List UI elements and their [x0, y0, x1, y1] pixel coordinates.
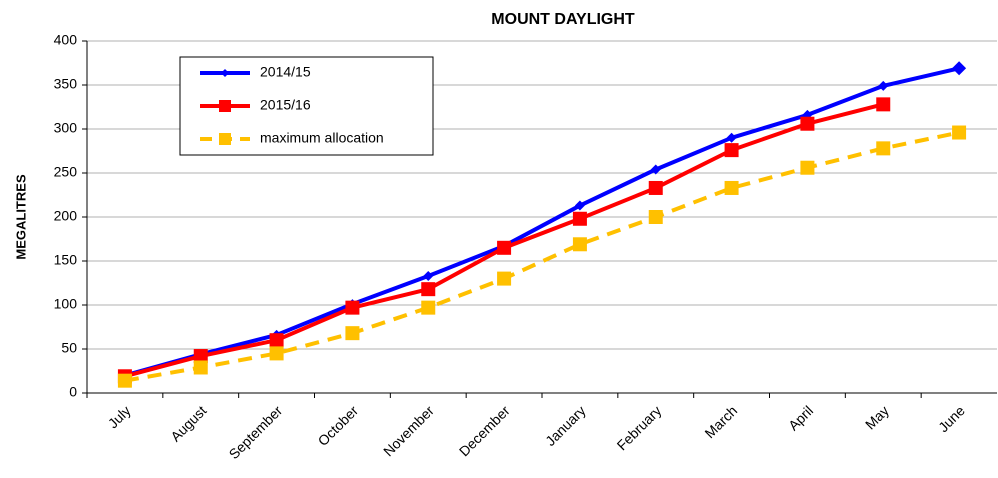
marker — [345, 300, 360, 315]
y-tick-label: 350 — [54, 76, 78, 92]
x-tick-label: November — [380, 402, 437, 459]
y-tick-label: 150 — [54, 252, 78, 268]
x-tick-label: October — [315, 402, 362, 449]
marker — [423, 270, 434, 281]
legend-marker — [219, 100, 231, 112]
marker — [724, 143, 739, 158]
x-tick-label: June — [935, 402, 968, 435]
legend-marker — [219, 133, 231, 145]
marker — [650, 164, 661, 175]
marker — [572, 211, 587, 226]
marker — [421, 300, 436, 315]
marker — [876, 97, 891, 112]
marker — [952, 61, 967, 76]
marker — [574, 200, 585, 211]
x-tick-label: April — [785, 402, 816, 433]
y-tick-label: 200 — [54, 208, 78, 224]
y-tick-label: 100 — [54, 296, 78, 312]
marker — [345, 326, 360, 341]
marker — [724, 180, 739, 195]
y-tick-label: 250 — [54, 164, 78, 180]
marker — [648, 210, 663, 224]
x-tick-label: September — [226, 402, 286, 462]
y-tick-label: 400 — [54, 32, 78, 48]
y-tick-label: 50 — [61, 340, 77, 356]
marker — [497, 240, 512, 255]
marker — [800, 116, 815, 131]
legend-label: 2014/15 — [260, 64, 311, 80]
marker — [800, 160, 815, 175]
x-tick-label: January — [542, 402, 589, 449]
marker — [648, 180, 663, 195]
chart-title: MOUNT DAYLIGHT — [491, 11, 635, 28]
legend-label: 2015/16 — [260, 97, 311, 113]
marker — [269, 333, 284, 348]
marker — [876, 141, 891, 156]
y-axis-label: MEGALITRES — [13, 174, 28, 260]
x-tick-label: December — [456, 402, 513, 459]
marker — [726, 132, 737, 143]
marker — [117, 373, 132, 388]
x-tick-label: February — [614, 402, 665, 453]
x-tick-label: May — [862, 402, 892, 432]
legend-label: maximum allocation — [260, 130, 384, 146]
marker — [193, 349, 208, 364]
marker — [193, 360, 208, 375]
x-tick-label: August — [167, 402, 209, 444]
marker — [497, 271, 512, 286]
marker — [269, 346, 284, 361]
legend-marker — [221, 69, 229, 77]
marker — [878, 80, 889, 91]
y-tick-label: 300 — [54, 120, 78, 136]
x-tick-label: July — [105, 402, 134, 431]
x-tick-label: March — [701, 402, 740, 441]
marker — [952, 125, 967, 140]
y-tick-label: 0 — [69, 384, 77, 400]
marker — [421, 282, 436, 297]
series-line — [124, 66, 960, 378]
series-line — [124, 130, 960, 383]
marker — [572, 237, 587, 252]
